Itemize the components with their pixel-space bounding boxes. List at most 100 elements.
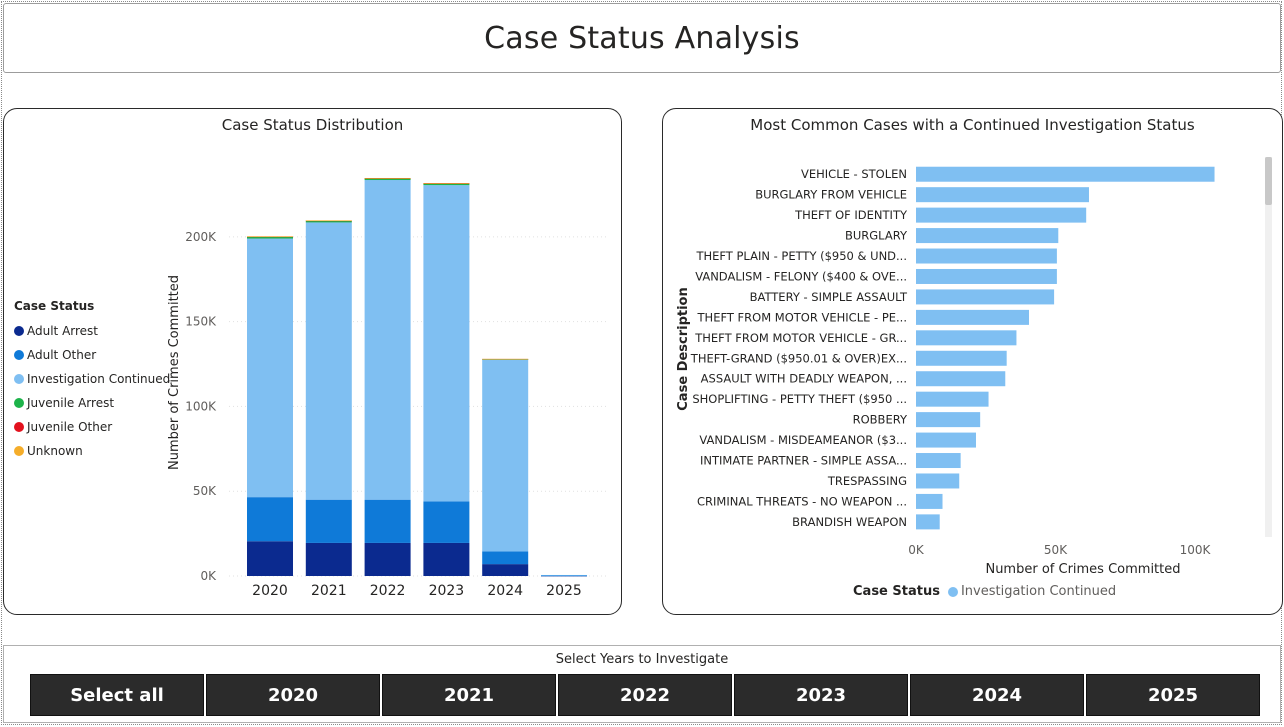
bar-segment[interactable] <box>541 575 587 577</box>
x-tick-label: 2024 <box>487 583 523 599</box>
bar-segment[interactable] <box>247 541 293 576</box>
category-label: BRANDISH WEAPON <box>792 515 907 529</box>
y-tick-label: 0K <box>200 569 217 583</box>
y-tick-label: 50K <box>193 484 217 498</box>
slicer-button-2025[interactable]: 2025 <box>1086 674 1260 716</box>
category-label: VANDALISM - FELONY ($400 & OVE... <box>695 269 907 283</box>
stacked-column-chart: 0K 50K 100K 150K 200K Number of Crimes Commit… <box>167 177 609 599</box>
bar[interactable] <box>916 371 1006 387</box>
bar[interactable] <box>916 453 961 469</box>
legend-dot-icon <box>14 446 24 456</box>
legend-item-investigation-continued[interactable]: Investigation Continued <box>14 367 170 391</box>
bar[interactable] <box>916 289 1055 305</box>
slicer-button-select-all[interactable]: Select all <box>30 674 204 716</box>
category-label: THEFT OF IDENTITY <box>794 208 908 222</box>
category-label: INTIMATE PARTNER - SIMPLE ASSA... <box>700 454 907 468</box>
legend-label: Adult Arrest <box>27 324 99 338</box>
horizontal-bar-chart: VEHICLE - STOLEN BURGLARY FROM VEHICLE THE… <box>676 166 1215 577</box>
bar[interactable] <box>916 268 1057 284</box>
legend-dot-icon <box>14 326 24 336</box>
bar-segment[interactable] <box>423 183 470 186</box>
bar-segment[interactable] <box>423 183 470 184</box>
y-axis-label: Number of Crimes Committed <box>167 275 182 470</box>
bar-segment[interactable] <box>364 180 411 500</box>
legend-label: Adult Other <box>27 348 97 362</box>
bar-segment[interactable] <box>364 499 411 543</box>
bar-segment[interactable] <box>482 358 529 360</box>
bar[interactable] <box>916 473 960 489</box>
bar[interactable] <box>916 412 981 428</box>
left-chart-title: Case Status Distribution <box>221 116 404 134</box>
x-tick-label: 100K <box>1180 543 1212 557</box>
bar[interactable] <box>916 391 989 407</box>
legend-dot-icon <box>14 350 24 360</box>
bar-segment[interactable] <box>305 220 352 223</box>
continued-investigation-visual[interactable]: Most Common Cases with a Continued Inves… <box>662 108 1283 615</box>
bar[interactable] <box>916 187 1089 203</box>
category-label: THEFT FROM MOTOR VEHICLE - PE... <box>697 310 907 324</box>
x-tick-label: 2025 <box>546 583 582 599</box>
bar-segment[interactable] <box>247 238 293 498</box>
x-tick-label: 0K <box>908 543 925 557</box>
bar[interactable] <box>916 228 1059 244</box>
bar-segment[interactable] <box>423 185 470 502</box>
right-legend-label[interactable]: Investigation Continued <box>960 584 1117 599</box>
bar-segment[interactable] <box>423 542 470 576</box>
x-tick-label: 50K <box>1044 543 1068 557</box>
bar-segment[interactable] <box>364 177 411 179</box>
bar-segment[interactable] <box>247 236 293 237</box>
bar-segment[interactable] <box>305 222 352 500</box>
legend-label: Juvenile Arrest <box>27 396 115 410</box>
x-tick-label: 2020 <box>252 583 288 599</box>
bar-segment[interactable] <box>364 178 411 181</box>
bar-segment[interactable] <box>423 501 470 543</box>
category-label: BURGLARY FROM VEHICLE <box>755 188 907 202</box>
bar[interactable] <box>916 330 1017 346</box>
slicer-button-2021[interactable]: 2021 <box>382 674 556 716</box>
category-label: CRIMINAL THREATS - NO WEAPON ... <box>697 494 907 508</box>
category-label: ROBBERY <box>853 413 908 427</box>
legend-item-unknown[interactable]: Unknown <box>14 439 170 463</box>
bar[interactable] <box>916 166 1215 182</box>
year-slicer: Select Years to Investigate Select all 2… <box>3 645 1281 723</box>
bar-segment[interactable] <box>247 497 293 542</box>
category-label: BURGLARY <box>845 229 908 243</box>
bar[interactable] <box>916 309 1029 325</box>
legend-item-adult-arrest[interactable]: Adult Arrest <box>14 319 170 343</box>
scrollbar-track[interactable] <box>1265 157 1272 537</box>
legend-item-juvenile-other[interactable]: Juvenile Other <box>14 415 170 439</box>
title-card: Case Status Analysis <box>3 3 1281 73</box>
bar-segment[interactable] <box>482 564 529 576</box>
scrollbar-thumb[interactable] <box>1265 157 1272 205</box>
bar[interactable] <box>916 207 1087 223</box>
bar[interactable] <box>916 514 940 530</box>
category-label: SHOPLIFTING - PETTY THEFT ($950 ... <box>692 392 907 406</box>
legend-dot-icon <box>14 398 24 408</box>
bar[interactable] <box>916 493 943 509</box>
legend-item-juvenile-arrest[interactable]: Juvenile Arrest <box>14 391 170 415</box>
x-tick-label: 2023 <box>429 583 465 599</box>
slicer-button-2022[interactable]: 2022 <box>558 674 732 716</box>
legend-item-adult-other[interactable]: Adult Other <box>14 343 170 367</box>
bar-segment[interactable] <box>364 542 411 576</box>
category-label: THEFT FROM MOTOR VEHICLE - GR... <box>694 331 907 345</box>
bar[interactable] <box>916 432 976 448</box>
legend-title: Case Status <box>14 299 95 313</box>
bar-segment[interactable] <box>541 574 587 576</box>
bar-segment[interactable] <box>305 499 352 543</box>
bar-segment[interactable] <box>247 236 293 239</box>
bar[interactable] <box>916 248 1057 264</box>
bar-segment[interactable] <box>305 220 352 221</box>
slicer-button-2023[interactable]: 2023 <box>734 674 908 716</box>
category-label: ASSAULT WITH DEADLY WEAPON, ... <box>701 372 907 386</box>
slicer-button-2020[interactable]: 2020 <box>206 674 380 716</box>
bar-segment[interactable] <box>482 359 529 552</box>
bar[interactable] <box>916 350 1007 366</box>
slicer-button-2024[interactable]: 2024 <box>910 674 1084 716</box>
right-chart-legend: Case Status Investigation Continued <box>853 584 1116 599</box>
bar-segment[interactable] <box>482 551 529 565</box>
legend-dot-icon <box>14 374 24 384</box>
slicer-button-row: Select all 2020 2021 2022 2023 2024 2025 <box>30 674 1260 716</box>
case-status-distribution-visual[interactable]: Case Status Distribution Case Status Adu… <box>3 108 622 615</box>
bar-segment[interactable] <box>305 542 352 576</box>
